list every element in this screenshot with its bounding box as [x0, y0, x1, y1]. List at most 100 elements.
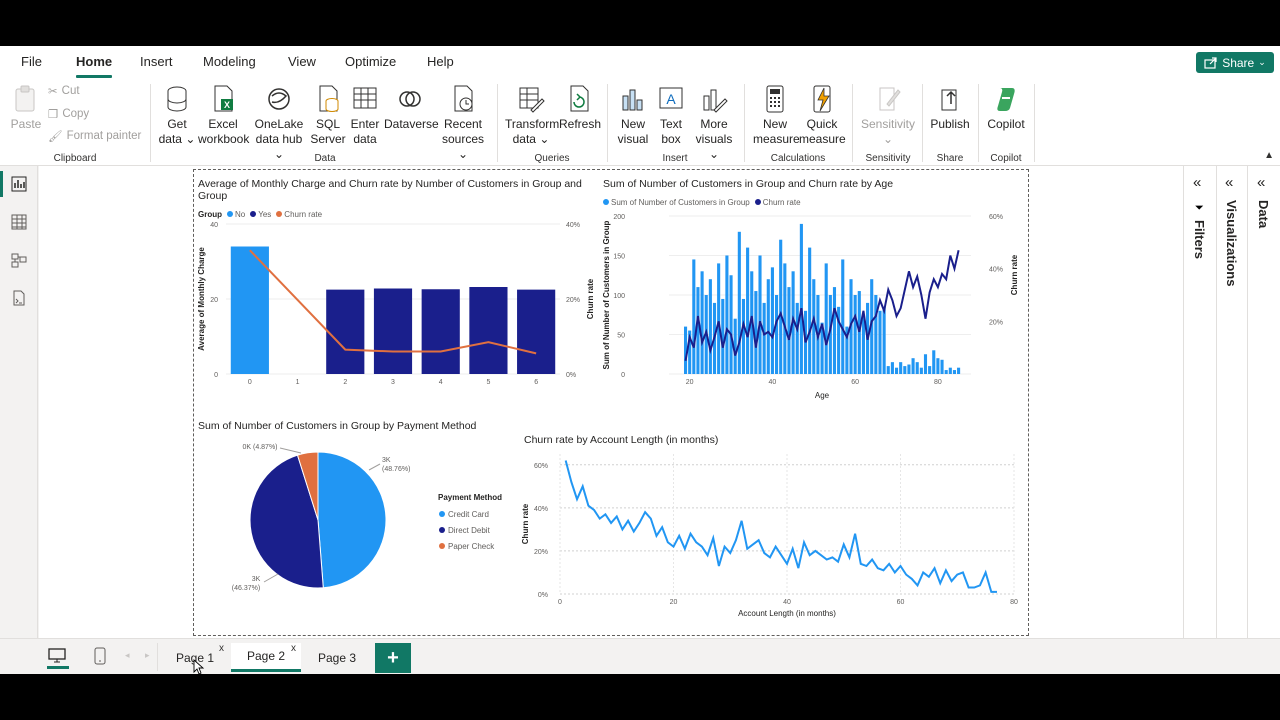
calculator-icon	[766, 85, 784, 113]
format-painter-button[interactable]: 🖌 Format painter	[48, 129, 141, 143]
scroll-right-icon[interactable]: ▸	[145, 650, 150, 660]
chart3-plot: 3K (48.76%) 0K (4.87%) 3K (46.37%) Payment Me…	[232, 444, 502, 592]
x-tick-label: 60	[851, 379, 859, 386]
legend-label: Paper Check	[448, 542, 495, 551]
menu-help[interactable]: Help	[427, 54, 454, 69]
legend-title: Group	[198, 210, 222, 219]
x-tick-label: 6	[534, 379, 538, 386]
model-view-icon[interactable]	[11, 252, 27, 268]
bar	[783, 263, 787, 374]
enter-data-button[interactable]: Enter data	[348, 84, 382, 147]
menu-file[interactable]: File	[21, 54, 42, 69]
text-box-label: Text	[659, 117, 682, 131]
excel-icon: X	[214, 85, 233, 112]
pie-chart-payment-method[interactable]: Sum of Number of Customers in Group by P…	[194, 416, 514, 634]
filters-label: Filters	[1192, 220, 1207, 260]
text-box-button[interactable]: A Text box	[653, 84, 689, 147]
y-tick-label: 50	[617, 333, 625, 340]
bar	[932, 350, 936, 374]
series-line	[684, 250, 960, 362]
menu-home[interactable]: Home	[76, 54, 113, 69]
bar	[683, 326, 688, 374]
bar	[952, 370, 957, 374]
bar	[890, 362, 894, 374]
visualizations-pane[interactable]: « Visualizations	[1216, 166, 1247, 638]
bar	[692, 259, 696, 374]
y2-tick-label: 40%	[566, 222, 580, 229]
scroll-left-icon[interactable]: ◂	[125, 650, 130, 660]
refresh-button[interactable]: Refresh	[559, 84, 602, 132]
close-icon[interactable]: x	[291, 643, 296, 654]
dax-query-view-icon[interactable]	[11, 290, 27, 306]
excel-workbook-button[interactable]: X Excel workbook	[198, 84, 249, 147]
data-label: Data	[1256, 200, 1271, 229]
paste-button[interactable]: Paste	[10, 84, 42, 132]
combo-chart-monthly-charge[interactable]: Average of Monthly Charge and Churn rate…	[194, 170, 599, 416]
mobile-layout-button[interactable]	[93, 647, 107, 670]
bar	[857, 291, 861, 374]
expand-filters-icon[interactable]: «	[1193, 174, 1202, 191]
bar	[746, 247, 750, 374]
bar	[899, 362, 903, 374]
x-tick-label: 3	[391, 379, 395, 386]
legend-marker	[439, 511, 445, 517]
get-data-label-2: data ⌄	[158, 132, 196, 146]
copy-label: Copy	[62, 108, 90, 120]
legend-label: Churn rate	[284, 210, 323, 219]
recent-sources-button[interactable]: Recent sources ⌄	[437, 84, 489, 162]
tab-page-1[interactable]: Page 1 x	[161, 643, 229, 672]
table-view-icon[interactable]	[11, 214, 27, 230]
bar	[820, 322, 824, 374]
ribbon-divider	[922, 84, 923, 162]
publish-button[interactable]: Publish	[929, 84, 971, 132]
combo-chart-age[interactable]: Sum of Number of Customers in Group and …	[599, 170, 1029, 416]
new-visual-button[interactable]: New visual	[615, 84, 651, 147]
legend-item-no: No	[227, 210, 245, 219]
close-icon[interactable]: x	[219, 643, 224, 654]
dataverse-button[interactable]: Dataverse	[384, 84, 439, 132]
sensitivity-button[interactable]: Sensitivity ⌄	[860, 84, 916, 147]
desktop-layout-button[interactable]	[47, 647, 69, 669]
share-label: Share	[1222, 55, 1255, 70]
brush-icon: 🖌	[48, 131, 63, 143]
transform-data-button[interactable]: Transform data ⌄	[505, 84, 559, 147]
bar	[870, 279, 874, 374]
menu-view[interactable]: View	[288, 54, 316, 69]
expand-data-icon[interactable]: «	[1257, 174, 1266, 191]
menu-modeling[interactable]: Modeling	[203, 54, 256, 69]
get-data-button[interactable]: Get data ⌄	[157, 84, 197, 147]
refresh-label: Refresh	[559, 117, 602, 131]
copy-button[interactable]: ❐ Copy	[48, 107, 89, 121]
x-tick-label: 20	[686, 379, 694, 386]
quick-measure-button[interactable]: Quick measure	[799, 84, 846, 147]
bar	[741, 298, 746, 374]
tab-page-2[interactable]: Page 2 x	[231, 643, 301, 672]
visual-title: Sum of Number of Customers in Group by P…	[198, 420, 477, 432]
sql-server-button[interactable]: SQL Server	[310, 84, 346, 147]
add-page-button[interactable]: +	[375, 643, 411, 673]
bar	[919, 367, 923, 374]
tab-page-3[interactable]: Page 3	[303, 643, 371, 672]
legend-label: No	[235, 210, 246, 219]
line-chart-account-length[interactable]: Churn rate by Account Length (in months)…	[514, 416, 1029, 634]
report-view-icon[interactable]	[11, 176, 27, 192]
enter-data-label: Enter	[350, 117, 380, 131]
new-measure-button[interactable]: New measure	[753, 84, 800, 147]
visual-title: Sum of Number of Customers in Group and …	[603, 178, 894, 190]
onelake-data-hub-button[interactable]: OneLake data hub ⌄	[250, 84, 308, 162]
menu-optimize[interactable]: Optimize	[345, 54, 397, 69]
filters-pane[interactable]: « ⏷ Filters	[1183, 166, 1216, 638]
bar	[957, 367, 961, 374]
leader-line	[368, 463, 381, 471]
menu-insert[interactable]: Insert	[140, 54, 173, 69]
share-button[interactable]: Share ⌄	[1196, 52, 1274, 73]
data-pane[interactable]: « Data	[1247, 166, 1280, 638]
expand-visualizations-icon[interactable]: «	[1225, 174, 1234, 191]
x-tick-label: 0	[248, 379, 252, 386]
copilot-button[interactable]: Copilot	[984, 84, 1028, 132]
y-tick-label: 0%	[538, 592, 548, 599]
more-visuals-button[interactable]: More visuals ⌄	[692, 84, 736, 162]
cut-button[interactable]: ✂ Cut	[48, 84, 80, 98]
table-icon	[353, 87, 377, 109]
collapse-ribbon-icon[interactable]: ▲	[1264, 150, 1274, 161]
